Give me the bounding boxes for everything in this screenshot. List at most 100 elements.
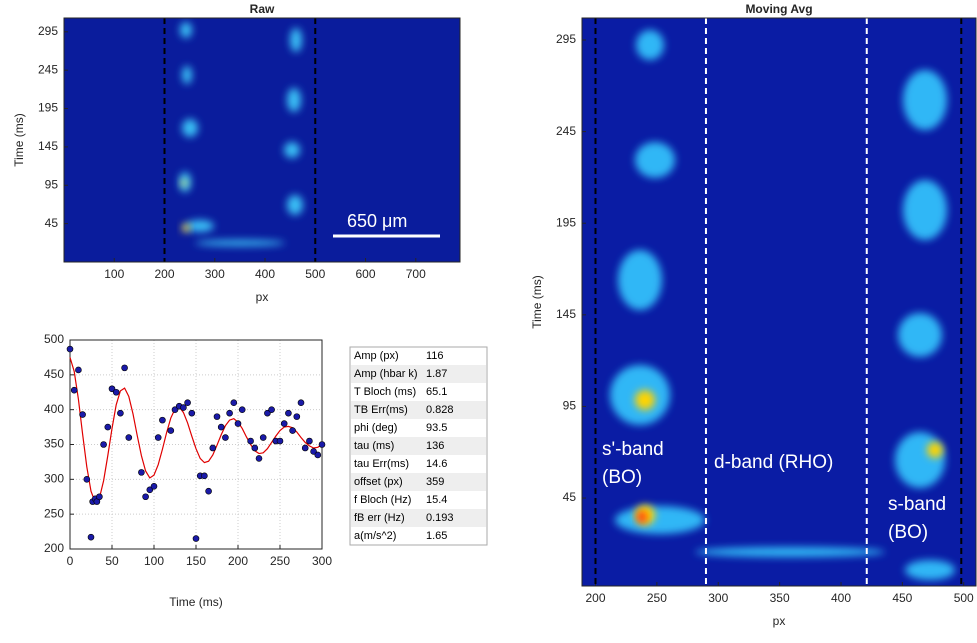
data-point — [205, 487, 212, 495]
y-tick-label: 195 — [38, 101, 58, 115]
data-point — [259, 434, 267, 441]
y-axis-label: Time (ms) — [530, 275, 544, 329]
x-tick-label: 250 — [647, 591, 667, 605]
data-point — [213, 413, 221, 420]
y-tick-label: 350 — [44, 437, 64, 451]
data-point — [112, 388, 120, 396]
data-point — [66, 345, 74, 353]
table-row-bg — [351, 509, 486, 527]
y-tick-label: 95 — [45, 177, 59, 191]
y-tick-label: 250 — [44, 506, 64, 520]
table-row-bg — [351, 365, 486, 383]
table-cell: 93.5 — [426, 422, 447, 434]
table-cell: Amp (hbar k) — [354, 368, 418, 380]
x-tick-label: 100 — [104, 267, 124, 281]
x-tick-label: 200 — [585, 591, 605, 605]
y-tick-label: 45 — [563, 490, 577, 504]
data-point — [247, 437, 254, 445]
data-point — [171, 406, 179, 413]
x-tick-label: 500 — [954, 591, 974, 605]
data-point — [318, 441, 326, 448]
data-point — [146, 486, 154, 494]
y-tick-label: 95 — [563, 399, 577, 413]
data-point — [167, 427, 175, 434]
y-tick-label: 200 — [44, 541, 64, 555]
x-tick-label: 0 — [67, 554, 74, 568]
table-cell: 1.65 — [426, 530, 447, 542]
table-cell: 14.6 — [426, 458, 447, 470]
data-point — [142, 493, 149, 501]
y-tick-label: 400 — [44, 402, 64, 416]
data-point — [310, 448, 317, 455]
data-point — [264, 409, 271, 417]
data-point — [234, 420, 242, 427]
data-point — [188, 409, 196, 417]
table-cell: phi (deg) — [354, 422, 397, 434]
data-point — [293, 413, 301, 420]
x-axis-label: px — [256, 290, 269, 304]
data-point — [255, 455, 263, 462]
x-tick-label: 300 — [312, 554, 332, 568]
data-point — [268, 406, 275, 413]
table-cell: T Bloch (ms) — [354, 386, 416, 398]
data-point — [87, 533, 95, 541]
y-tick-label: 295 — [556, 32, 576, 46]
data-point — [280, 420, 288, 427]
y-tick-label: 300 — [44, 472, 64, 486]
table-cell: 116 — [426, 350, 444, 362]
x-tick-label: 300 — [205, 267, 225, 281]
x-tick-label: 100 — [144, 554, 164, 568]
x-tick-label: 50 — [105, 554, 119, 568]
data-point — [209, 444, 217, 452]
annotation: s-band — [888, 494, 946, 515]
x-tick-label: 400 — [831, 591, 851, 605]
table-cell: fB err (Hz) — [354, 512, 405, 524]
heatmap-image — [64, 18, 460, 262]
table-cell: TB Err(ms) — [354, 404, 408, 416]
data-point — [192, 535, 200, 542]
annotation: (BO) — [888, 522, 928, 543]
y-tick-label: 145 — [556, 307, 576, 321]
table-cell: 1.87 — [426, 368, 447, 380]
data-point — [289, 427, 296, 434]
data-point — [138, 469, 145, 476]
heatmap-image — [582, 18, 976, 586]
data-point — [104, 423, 112, 431]
table-cell: offset (px) — [354, 476, 403, 488]
data-point — [159, 416, 166, 424]
data-point — [75, 366, 82, 374]
data-point — [121, 364, 128, 372]
x-tick-label: 150 — [186, 554, 206, 568]
x-axis-label: Time (ms) — [169, 595, 223, 609]
annotation: 650 μm — [347, 211, 407, 231]
axes-frame — [581, 17, 977, 587]
fit-line — [69, 357, 323, 504]
data-point — [125, 434, 133, 441]
x-tick-label: 350 — [770, 591, 790, 605]
annotation: s'-band — [602, 439, 664, 460]
table-cell: a(m/s^2) — [354, 530, 396, 542]
data-point — [150, 482, 158, 490]
y-tick-label: 245 — [38, 62, 58, 76]
data-point — [226, 409, 233, 417]
data-point — [217, 423, 225, 431]
data-point — [184, 399, 191, 407]
x-axis-label: px — [773, 614, 786, 628]
x-tick-label: 450 — [892, 591, 912, 605]
table-cell: tau Err(ms) — [354, 458, 409, 470]
data-point — [314, 451, 322, 459]
x-tick-label: 500 — [305, 267, 325, 281]
data-point — [297, 399, 305, 407]
data-point — [222, 434, 229, 441]
x-tick-label: 250 — [270, 554, 290, 568]
table-cell: 15.4 — [426, 494, 447, 506]
table-cell: tau (ms) — [354, 440, 394, 452]
data-point — [230, 399, 238, 407]
table-cell: 0.828 — [426, 404, 454, 416]
x-tick-label: 700 — [406, 267, 426, 281]
x-tick-label: 300 — [708, 591, 728, 605]
data-point — [306, 437, 313, 445]
y-tick-label: 450 — [44, 367, 64, 381]
table-row-bg — [351, 401, 486, 419]
